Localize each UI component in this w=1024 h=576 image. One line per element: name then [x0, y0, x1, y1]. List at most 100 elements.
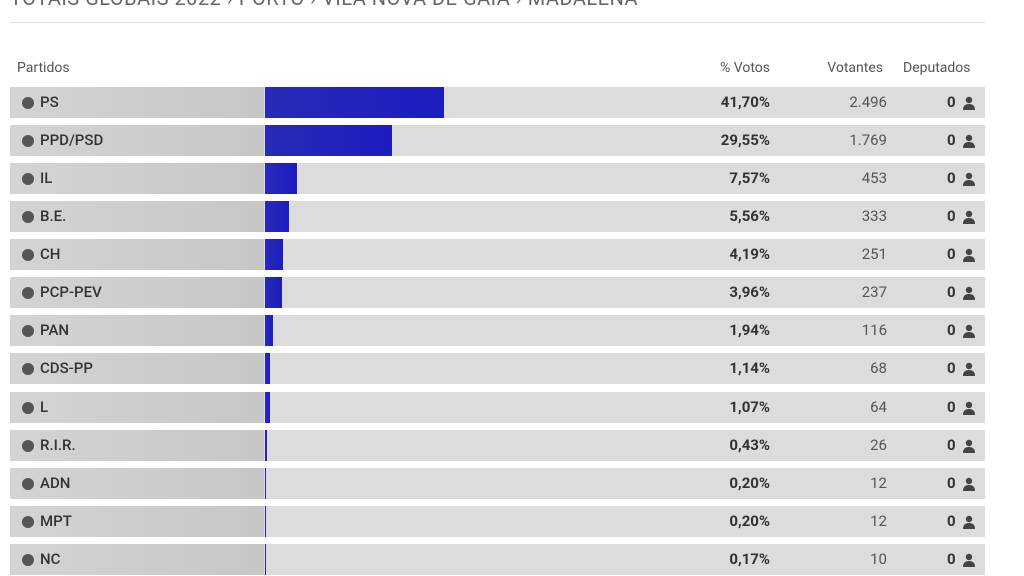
vote-count: 237 [861, 283, 887, 302]
person-icon [962, 438, 976, 457]
vote-percent: 0,20% [729, 511, 770, 530]
vote-percent: 0,43% [729, 435, 770, 454]
party-logo [22, 477, 34, 490]
person-icon [962, 95, 976, 114]
party-logo [22, 287, 34, 300]
party-logo [22, 97, 34, 109]
party-row: NC 0,17% 10 0 [10, 543, 985, 575]
vote-count: 10 [870, 549, 887, 568]
party-row: ADN 0,20% 12 0 [10, 467, 985, 499]
vote-count: 64 [870, 397, 887, 416]
vote-count: 333 [861, 207, 887, 226]
person-icon [962, 171, 976, 190]
vote-count: 12 [870, 473, 887, 492]
party-row: MPT 0,20% 12 0 [10, 505, 985, 537]
party-logo [22, 249, 34, 262]
party-name: CH [40, 245, 61, 264]
vote-percent: 1,07% [729, 397, 770, 416]
vote-percent: 29,55% [720, 131, 770, 150]
vote-bar [265, 315, 274, 347]
vote-percent: 7,57% [729, 169, 770, 188]
person-icon [962, 400, 976, 419]
person-icon [962, 476, 976, 495]
seat-count: 0 [947, 511, 956, 530]
seat-count: 0 [947, 397, 956, 416]
vote-bar [265, 391, 270, 423]
party-row: IL 7,57% 453 0 [10, 163, 985, 195]
vote-bar [265, 467, 266, 499]
person-icon [962, 285, 976, 304]
person-icon [962, 323, 976, 342]
vote-count: 2.496 [849, 93, 887, 111]
party-row: CDS-PP 1,14% 68 0 [10, 353, 985, 385]
vote-count: 116 [861, 321, 887, 340]
seat-count: 0 [947, 321, 956, 340]
party-logo [22, 135, 34, 148]
vote-percent: 0,17% [729, 549, 770, 568]
party-row: L 1,07% 64 0 [10, 391, 985, 423]
column-header: % Votos [720, 60, 770, 76]
seat-count: 0 [947, 473, 956, 492]
party-cell [10, 353, 264, 385]
vote-bar [265, 87, 444, 118]
vote-percent: 1,14% [729, 359, 770, 378]
vote-percent: 4,19% [729, 245, 770, 264]
vote-percent: 0,20% [729, 473, 770, 492]
party-row: R.I.R. 0,43% 26 0 [10, 429, 985, 461]
party-logo [22, 363, 34, 376]
vote-bar [265, 163, 298, 195]
party-logo [22, 401, 34, 414]
party-cell [10, 163, 264, 195]
party-name: NC [40, 549, 61, 568]
seat-count: 0 [947, 93, 956, 111]
party-cell [10, 391, 264, 423]
party-cell [10, 315, 264, 347]
column-header: Partidos [17, 60, 70, 76]
vote-bar [265, 201, 289, 233]
seat-count: 0 [947, 549, 956, 568]
party-logo [22, 173, 34, 186]
party-name: IL [40, 169, 53, 188]
party-row: PPD/PSD 29,55% 1.769 0 [10, 125, 985, 157]
party-name: B.E. [40, 207, 67, 226]
vote-percent: 5,56% [729, 207, 770, 226]
vote-bar [265, 353, 270, 385]
column-header: Deputados [903, 60, 971, 76]
party-row: B.E. 5,56% 333 0 [10, 201, 985, 233]
vote-count: 12 [870, 511, 887, 530]
party-cell [10, 239, 264, 271]
seat-count: 0 [947, 435, 956, 454]
vote-bar [265, 543, 266, 575]
person-icon [962, 209, 976, 228]
party-name: PCP-PEV [40, 283, 102, 302]
vote-percent: 41,70% [720, 93, 770, 111]
person-icon [962, 133, 976, 152]
party-logo [22, 325, 34, 338]
party-name: CDS-PP [40, 359, 93, 378]
vote-bar [265, 239, 283, 271]
seat-count: 0 [947, 169, 956, 188]
seat-count: 0 [947, 283, 956, 302]
seat-count: 0 [947, 245, 956, 264]
person-icon [962, 361, 976, 380]
vote-bar [265, 505, 266, 537]
vote-count: 26 [870, 435, 887, 454]
vote-count: 1.769 [849, 131, 887, 150]
party-name: MPT [40, 511, 72, 530]
party-row: CH 4,19% 251 0 [10, 239, 985, 271]
vote-count: 68 [870, 359, 887, 378]
person-icon [962, 247, 976, 266]
party-logo [22, 439, 34, 452]
party-name: ADN [40, 473, 71, 492]
seat-count: 0 [947, 131, 956, 150]
party-row: PAN 1,94% 116 0 [10, 315, 985, 347]
vote-count: 251 [861, 245, 887, 264]
divider [10, 22, 985, 23]
person-icon [962, 552, 976, 571]
seat-count: 0 [947, 359, 956, 378]
breadcrumb: TOTAIS GLOBAIS 2022 › PORTO › VILA NOVA … [10, 0, 638, 10]
seat-count: 0 [947, 207, 956, 226]
party-name: R.I.R. [40, 435, 76, 454]
person-icon [962, 514, 976, 533]
party-cell [10, 125, 264, 157]
